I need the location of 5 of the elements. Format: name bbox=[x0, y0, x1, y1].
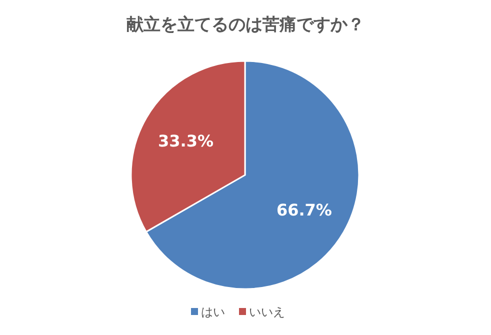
legend-label: はい bbox=[201, 305, 225, 319]
legend-label: いいえ bbox=[249, 305, 285, 319]
data-label: 33.3% bbox=[158, 132, 214, 151]
chart-title: 献立を立てるのは苦痛ですか？ bbox=[126, 15, 364, 35]
data-label: 66.7% bbox=[276, 200, 332, 220]
